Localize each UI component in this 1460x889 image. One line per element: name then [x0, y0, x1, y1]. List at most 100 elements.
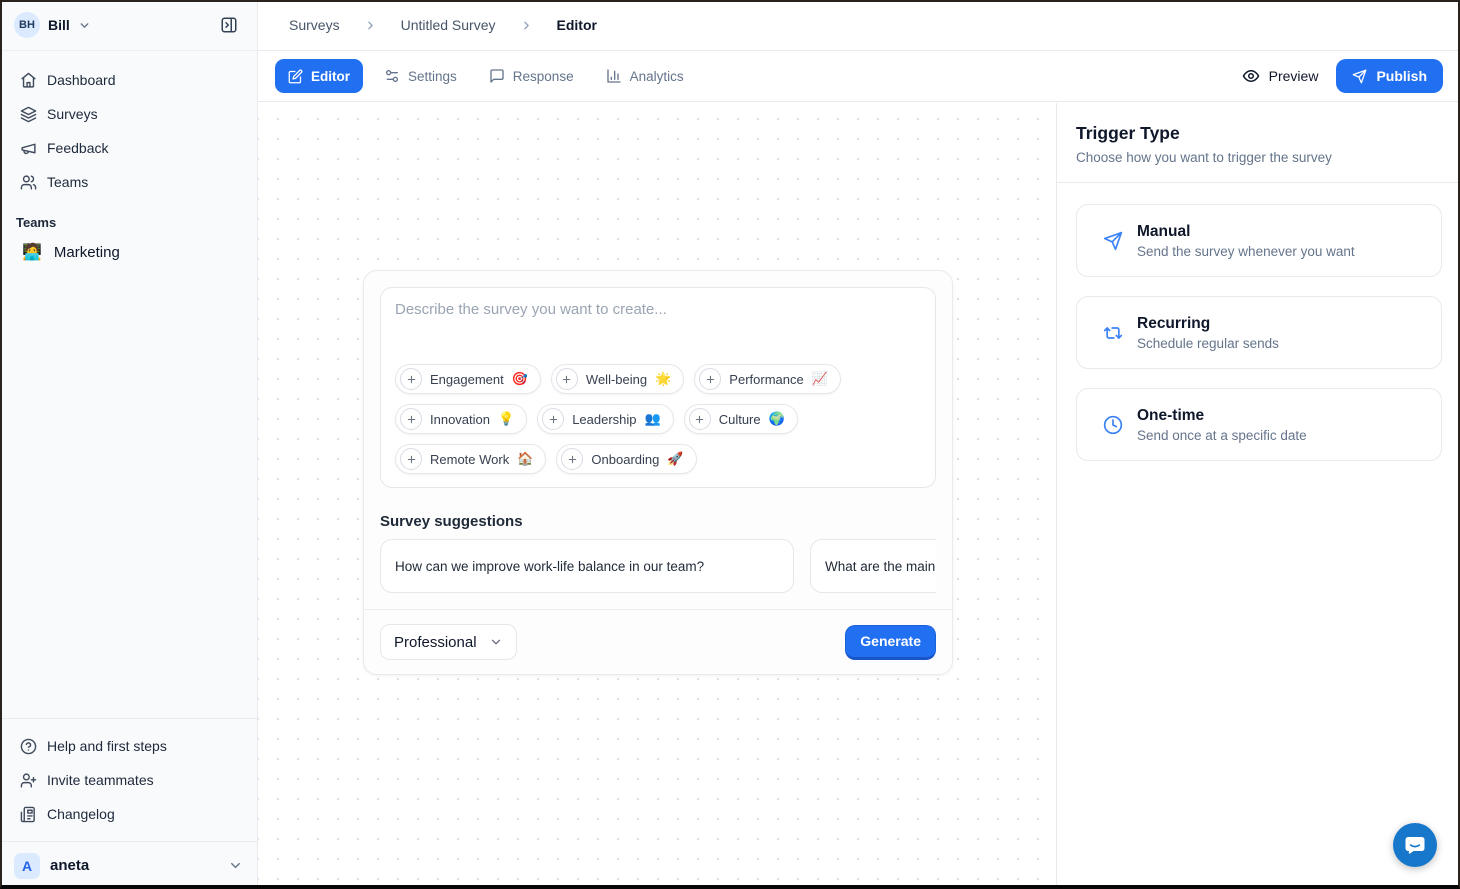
- survey-composer-card: Engagement 🎯 Well-being 🌟 Performance: [363, 270, 953, 675]
- sidebar-item-label: Feedback: [47, 140, 109, 156]
- user-name: aneta: [50, 857, 90, 874]
- tab-label: Response: [512, 68, 574, 84]
- preview-button[interactable]: Preview: [1242, 67, 1318, 85]
- topic-chip-innovation[interactable]: Innovation 💡: [395, 404, 528, 434]
- topic-chip-wellbeing[interactable]: Well-being 🌟: [550, 364, 685, 394]
- topic-chip-engagement[interactable]: Engagement 🎯: [395, 364, 541, 394]
- plus-icon: [400, 368, 422, 390]
- trigger-title: Manual: [1137, 222, 1191, 240]
- tab-label: Analytics: [629, 68, 684, 84]
- sidebar-item-dashboard[interactable]: Dashboard: [12, 63, 245, 97]
- chevron-down-icon: [489, 635, 503, 649]
- trigger-type-panel: Trigger Type Choose how you want to trig…: [1057, 103, 1460, 889]
- sidebar-item-label: Help and first steps: [47, 738, 167, 754]
- tab-label: Settings: [408, 68, 457, 84]
- survey-description-input[interactable]: [395, 301, 921, 364]
- sidebar-footer-nav: Help and first steps Invite teammates Ch…: [0, 718, 257, 841]
- chip-emoji: 👥: [644, 411, 661, 426]
- trigger-title: Recurring: [1137, 314, 1211, 332]
- suggestion-card[interactable]: How can we improve work-life balance in …: [380, 539, 794, 593]
- toolbar: Editor Settings Response Analytics: [258, 51, 1460, 102]
- topic-chip-performance[interactable]: Performance 📈: [694, 364, 841, 394]
- panel-subtitle: Choose how you want to trigger the surve…: [1076, 150, 1332, 165]
- sidebar-item-teams[interactable]: Teams: [12, 165, 245, 199]
- survey-prompt-box: Engagement 🎯 Well-being 🌟 Performance: [380, 287, 936, 488]
- breadcrumb-editor[interactable]: Editor: [556, 17, 597, 33]
- sidebar-item-surveys[interactable]: Surveys: [12, 97, 245, 131]
- sidebar-item-invite[interactable]: Invite teammates: [12, 763, 245, 797]
- sidebar-item-label: Surveys: [47, 106, 98, 122]
- sidebar-header: BH Bill: [0, 0, 257, 51]
- home-icon: [20, 72, 37, 89]
- breadcrumb-surveys[interactable]: Surveys: [289, 17, 340, 33]
- sidebar-collapse-button[interactable]: [215, 11, 243, 39]
- tab-editor[interactable]: Editor: [275, 59, 363, 93]
- chip-emoji: 🎯: [511, 371, 528, 386]
- survey-suggestions-row: How can we improve work-life balance in …: [380, 539, 936, 593]
- chip-label: Performance: [729, 371, 804, 387]
- trigger-option-recurring[interactable]: Recurring Schedule regular sends: [1076, 296, 1442, 369]
- chip-label: Engagement: [430, 371, 504, 387]
- breadcrumb-untitled-survey[interactable]: Untitled Survey: [400, 17, 496, 33]
- sidebar-item-label: Teams: [47, 174, 89, 190]
- chip-emoji: 🌟: [655, 371, 672, 386]
- topic-chip-culture[interactable]: Culture 🌍: [683, 404, 798, 434]
- chip-label: Innovation: [430, 411, 490, 427]
- tab-response[interactable]: Response: [478, 59, 585, 93]
- message-icon: [489, 68, 505, 84]
- send-icon: [1103, 231, 1123, 251]
- chevron-right-icon: [520, 19, 533, 32]
- tab-analytics[interactable]: Analytics: [595, 59, 695, 93]
- teams-section-label: Teams: [16, 215, 57, 230]
- chevron-down-icon: [78, 19, 91, 32]
- chevron-right-icon: [364, 19, 377, 32]
- repeat-icon: [1103, 323, 1123, 343]
- topic-chip-onboarding[interactable]: Onboarding 🚀: [556, 444, 697, 474]
- tab-label: Editor: [311, 68, 350, 84]
- clock-icon: [1103, 415, 1123, 435]
- team-label: Marketing: [53, 243, 120, 261]
- topic-chip-remote-work[interactable]: Remote Work 🏠: [395, 444, 547, 474]
- tab-settings[interactable]: Settings: [373, 59, 468, 93]
- plus-icon: [699, 368, 722, 390]
- sidebar-item-label: Changelog: [47, 806, 115, 822]
- layers-icon: [20, 106, 37, 123]
- trigger-option-manual[interactable]: Manual Send the survey whenever you want: [1076, 204, 1442, 277]
- sidebar-nav: Dashboard Surveys Feedback Teams: [0, 51, 257, 199]
- user-menu[interactable]: A aneta: [0, 841, 257, 889]
- topic-chip-leadership[interactable]: Leadership 👥: [537, 404, 674, 434]
- publish-label: Publish: [1376, 68, 1427, 84]
- breadcrumb: Surveys Untitled Survey Editor: [258, 0, 1460, 51]
- chip-label: Remote Work: [430, 451, 510, 467]
- generate-button[interactable]: Generate: [845, 624, 936, 660]
- send-icon: [1352, 69, 1367, 84]
- megaphone-icon: [20, 140, 37, 157]
- suggestion-card[interactable]: What are the main ob: [810, 539, 936, 593]
- workspace-name: Bill: [48, 17, 70, 33]
- plus-icon: [400, 408, 422, 430]
- trigger-description: Schedule regular sends: [1137, 335, 1279, 351]
- plus-icon: [688, 408, 711, 430]
- tone-value: Professional: [394, 633, 477, 651]
- workspace-switcher[interactable]: BH Bill: [14, 12, 91, 38]
- trigger-option-one-time[interactable]: One-time Send once at a specific date: [1076, 388, 1442, 461]
- survey-suggestions-title: Survey suggestions: [380, 513, 523, 530]
- sidebar-item-label: Dashboard: [47, 72, 116, 88]
- team-emoji-icon: 🧑‍💻: [22, 244, 42, 261]
- user-plus-icon: [20, 772, 37, 789]
- sidebar: BH Bill Dashboard Surveys: [0, 0, 258, 889]
- sidebar-item-team-marketing[interactable]: 🧑‍💻 Marketing: [12, 234, 245, 270]
- chip-emoji: 🏠: [517, 451, 534, 466]
- sidebar-item-help[interactable]: Help and first steps: [12, 729, 245, 763]
- chat-bubble-icon: [1403, 833, 1427, 857]
- sliders-icon: [384, 68, 400, 84]
- sidebar-item-changelog[interactable]: Changelog: [12, 797, 245, 831]
- topic-chips: Engagement 🎯 Well-being 🌟 Performance: [395, 364, 921, 474]
- publish-button[interactable]: Publish: [1336, 59, 1443, 93]
- bar-chart-icon: [606, 68, 622, 84]
- sidebar-item-feedback[interactable]: Feedback: [12, 131, 245, 165]
- trigger-title: One-time: [1137, 406, 1205, 424]
- tone-select[interactable]: Professional: [380, 624, 517, 660]
- editor-canvas[interactable]: Engagement 🎯 Well-being 🌟 Performance: [258, 103, 1057, 889]
- chat-launcher-button[interactable]: [1393, 823, 1437, 867]
